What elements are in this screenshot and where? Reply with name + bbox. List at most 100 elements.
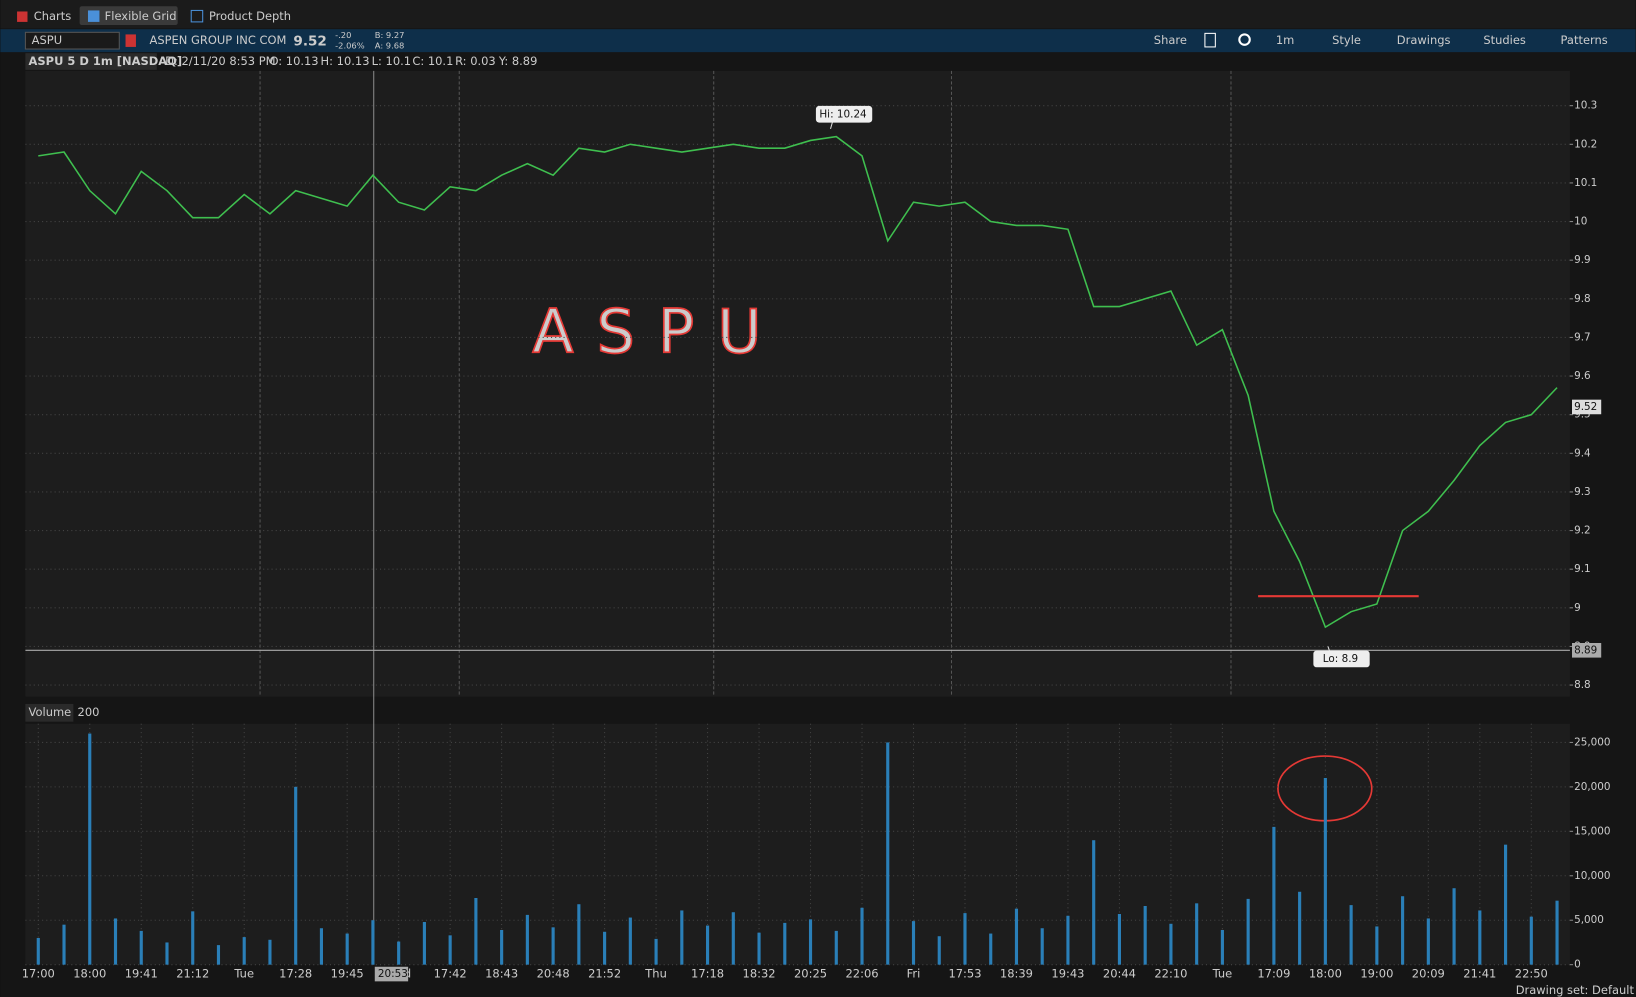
y-tick-label: 5,000 bbox=[1574, 914, 1604, 926]
gear-icon[interactable] bbox=[1238, 33, 1251, 46]
x-tick-label: 18:00 bbox=[1309, 967, 1342, 981]
x-tick-label: Thu bbox=[644, 967, 667, 981]
y-tick-label: 9.6 bbox=[1574, 370, 1591, 382]
x-tick-label: 22:10 bbox=[1154, 967, 1187, 981]
y-tick-label: 8.8 bbox=[1574, 679, 1591, 691]
volume-bar bbox=[1426, 918, 1430, 965]
volume-bar bbox=[680, 910, 684, 965]
y-tick-label: 9.9 bbox=[1574, 254, 1591, 266]
volume-bar bbox=[989, 933, 993, 965]
last-price-tag: 9.52 bbox=[1574, 401, 1597, 413]
volume-bar bbox=[1014, 908, 1019, 965]
volume-bar bbox=[1452, 888, 1456, 965]
toolbar-button[interactable]: Drawings bbox=[1397, 33, 1451, 47]
volume-bar bbox=[1298, 891, 1302, 965]
x-tick-label: 22:50 bbox=[1515, 967, 1548, 981]
volume-bar bbox=[886, 742, 890, 965]
volume-bar bbox=[397, 941, 401, 965]
tab[interactable]: Product Depth bbox=[209, 9, 291, 23]
active-tab-bg bbox=[79, 6, 178, 26]
y-tick-label: 10.1 bbox=[1574, 177, 1597, 189]
change-pct: -2.06% bbox=[335, 40, 365, 50]
info-item: H: 10.13 bbox=[321, 54, 370, 68]
x-tick-label: 19:00 bbox=[1360, 967, 1393, 981]
y-tick-label: 9.4 bbox=[1574, 447, 1591, 459]
toolbar-button[interactable]: Share bbox=[1154, 33, 1187, 47]
volume-bar bbox=[783, 922, 787, 965]
x-tick-label: 18:43 bbox=[485, 967, 518, 981]
y-tick-label: 15,000 bbox=[1574, 825, 1610, 837]
volume-bar bbox=[628, 917, 632, 965]
info-item: Y: 8.89 bbox=[498, 54, 538, 68]
volume-bar bbox=[1375, 926, 1379, 965]
x-tick-label: Tue bbox=[1212, 967, 1233, 981]
x-tick-label: 17:09 bbox=[1257, 967, 1290, 981]
volume-bar bbox=[654, 938, 658, 965]
x-tick-label: 19:41 bbox=[125, 967, 158, 981]
x-tick-label: Fri bbox=[907, 967, 921, 981]
info-title: ASPU 5 D 1m [NASDAQ] bbox=[29, 54, 183, 68]
volume-bar bbox=[268, 939, 272, 965]
x-tick-label: 18:00 bbox=[73, 967, 106, 981]
toolbar-button[interactable]: Style bbox=[1332, 33, 1361, 47]
volume-bar bbox=[808, 919, 813, 965]
toolbar-button[interactable]: Patterns bbox=[1561, 33, 1608, 47]
volume-bar bbox=[1349, 905, 1353, 965]
y-tick-label: 20,000 bbox=[1574, 781, 1610, 793]
volume-bar bbox=[1220, 930, 1224, 965]
last-price: 9.52 bbox=[293, 34, 326, 50]
y-tick-label: 10,000 bbox=[1574, 870, 1610, 882]
annotation: Lo: 8.9 bbox=[1323, 653, 1358, 665]
volume-title-bg bbox=[25, 703, 74, 722]
handwritten-note: ASPU bbox=[532, 297, 784, 367]
x-tick-label: 21:41 bbox=[1463, 967, 1496, 981]
toolbar-button[interactable]: Studies bbox=[1483, 33, 1526, 47]
volume-bar bbox=[139, 930, 143, 965]
volume-bar bbox=[62, 924, 66, 965]
volume-bar bbox=[706, 925, 710, 965]
volume-bar bbox=[963, 913, 967, 965]
tab[interactable]: Charts bbox=[34, 9, 72, 23]
volume-bar bbox=[1529, 916, 1533, 965]
symbol[interactable]: ASPU bbox=[32, 33, 62, 47]
info-item: D: 2/11/20 8:53 PM bbox=[165, 54, 275, 68]
price-line bbox=[38, 135, 1558, 629]
volume-bar bbox=[1478, 910, 1482, 965]
x-tick-label: 20:25 bbox=[794, 967, 827, 981]
volume-bar bbox=[1246, 898, 1250, 965]
crosshair-price: 8.89 bbox=[1574, 644, 1597, 656]
flask-icon[interactable] bbox=[1204, 32, 1216, 48]
volume-bar bbox=[88, 733, 92, 965]
grid-icon bbox=[87, 10, 100, 22]
volume-bar bbox=[319, 928, 324, 965]
link-icon[interactable] bbox=[125, 34, 136, 47]
price-panel bbox=[25, 70, 1570, 697]
x-tick-label: 17:42 bbox=[434, 967, 467, 981]
volume-bar bbox=[603, 931, 607, 965]
info-item: R: 0.03 bbox=[455, 54, 496, 68]
volume-bar bbox=[1401, 896, 1405, 965]
x-tick-label: 17:53 bbox=[948, 967, 981, 981]
volume-bar bbox=[113, 918, 118, 965]
depth-icon bbox=[190, 9, 204, 23]
y-tick-label: 9.7 bbox=[1574, 331, 1591, 343]
x-tick-label: 21:52 bbox=[588, 967, 621, 981]
toolbar-button[interactable]: 1m bbox=[1276, 33, 1294, 47]
x-tick-label: 17:18 bbox=[691, 967, 724, 981]
y-tick-label: 25,000 bbox=[1574, 736, 1610, 748]
symbol-box[interactable] bbox=[24, 31, 120, 50]
x-tick-label: 19:45 bbox=[331, 967, 364, 981]
change: -.20 bbox=[335, 30, 351, 40]
company: ASPEN GROUP INC COM bbox=[150, 33, 287, 47]
tab[interactable]: Flexible Grid bbox=[105, 9, 177, 23]
crosshair-price-bg bbox=[1572, 642, 1602, 658]
y-tick-label: 9.2 bbox=[1574, 525, 1591, 537]
ask: A: 9.68 bbox=[375, 40, 405, 50]
x-tick-label: 21:12 bbox=[176, 967, 209, 981]
volume-bar bbox=[731, 912, 735, 965]
x-tick-label: 17:28 bbox=[279, 967, 312, 981]
y-tick-label: 10 bbox=[1574, 216, 1587, 228]
